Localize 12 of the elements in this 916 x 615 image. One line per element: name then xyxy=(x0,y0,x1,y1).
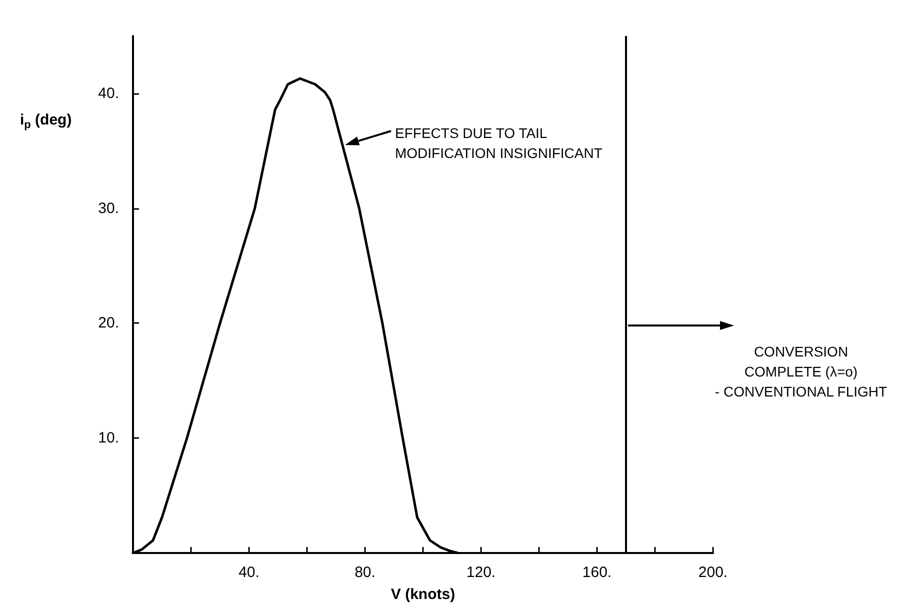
x-tick-label: 80. xyxy=(354,564,376,581)
x-tick-label: 200. xyxy=(698,564,728,581)
y-tick-label: 30. xyxy=(98,200,119,217)
y-tick-label: 10. xyxy=(98,430,119,447)
y-tick-label: 20. xyxy=(98,314,119,332)
ref-line-label: CONVERSION COMPLETE (λ=o) - CONVENTIONAL FLIGHT xyxy=(714,344,888,400)
y-tick-label: 40. xyxy=(98,84,119,102)
x-axis-title: V (knots) xyxy=(390,586,456,603)
x-tick-label: 40. xyxy=(238,564,260,581)
x-tick-label: 120. xyxy=(466,564,496,581)
x-tick-label: 160. xyxy=(582,564,612,581)
annotation: EFFECTS DUE TO TAIL MODIFICATION INSIGNIFICANT xyxy=(395,125,603,161)
